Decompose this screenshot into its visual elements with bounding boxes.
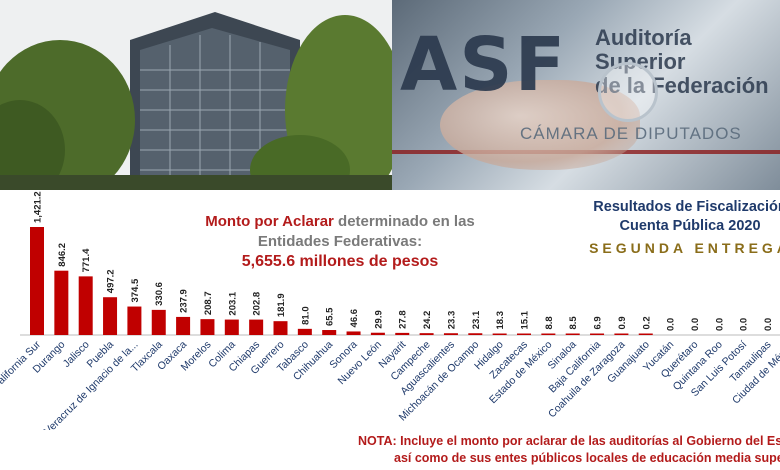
value-label: 374.5	[130, 278, 141, 302]
value-label: 1,421.2	[33, 191, 44, 223]
camara-text: CÁMARA DE DIPUTADOS	[520, 124, 742, 143]
bar	[541, 333, 556, 335]
header-banner: ASF Auditoría Superior de la Federación …	[0, 0, 780, 190]
bar-chart: 1,421.2Baja California Sur846.2Durango77…	[0, 191, 780, 430]
value-label: 203.1	[227, 291, 238, 315]
bar	[176, 316, 191, 335]
report-line-1: Resultados de Fiscalización	[593, 199, 780, 215]
value-label: 23.1	[471, 310, 482, 329]
bar	[249, 319, 264, 335]
report-line-2: Cuenta Pública 2020	[619, 218, 761, 234]
value-label: 0.0	[666, 318, 677, 331]
bar	[468, 333, 483, 335]
value-label: 846.2	[57, 243, 68, 267]
value-label: 27.8	[398, 310, 409, 329]
value-label: 29.9	[373, 310, 384, 329]
bar	[127, 306, 142, 335]
bar	[103, 297, 118, 335]
value-label: 497.2	[106, 269, 117, 293]
bar	[54, 270, 69, 335]
value-label: 18.3	[495, 311, 506, 330]
value-label: 330.6	[154, 282, 165, 306]
bar	[200, 319, 215, 335]
value-label: 46.6	[349, 309, 360, 328]
headline-part-1: Monto por Aclarar	[205, 213, 334, 230]
value-label: 202.8	[252, 292, 263, 316]
headline-total: 5,655.6 millones de pesos	[241, 253, 439, 270]
bar	[297, 328, 312, 335]
headline: Monto por Aclarar determinado en las Ent…	[150, 212, 530, 272]
footnote: NOTA: Incluye el monto por aclarar de la…	[358, 433, 780, 467]
value-label: 0.0	[739, 318, 750, 331]
report-title: Resultados de Fiscalización Cuenta Públi…	[560, 198, 780, 236]
bar	[638, 333, 653, 335]
headline-part-2: determinado en las	[333, 213, 475, 230]
value-label: 8.8	[544, 316, 555, 329]
building-illustration	[0, 0, 392, 190]
bar	[565, 333, 580, 335]
report-delivery: SEGUNDA ENTREGA	[589, 240, 780, 256]
value-label: 15.1	[520, 310, 531, 329]
value-label: 23.3	[446, 311, 457, 330]
bar	[346, 331, 361, 335]
value-label: 8.5	[568, 316, 579, 330]
value-label: 237.9	[179, 289, 190, 313]
bar	[224, 319, 239, 335]
org-line-1: Auditoría	[595, 25, 692, 50]
asf-logo: ASF	[400, 22, 568, 108]
footnote-line-1: NOTA: Incluye el monto por aclarar de la…	[358, 434, 780, 448]
bar	[614, 333, 629, 335]
bar	[395, 332, 410, 335]
bar	[322, 330, 337, 335]
value-label: 65.5	[325, 307, 336, 326]
bar	[590, 333, 605, 335]
value-label: 81.0	[300, 306, 311, 325]
bar	[370, 332, 385, 335]
bar	[273, 321, 288, 335]
bar	[419, 333, 434, 335]
building-photo	[0, 0, 392, 190]
bar	[151, 309, 166, 335]
bar	[30, 227, 44, 335]
footnote-line-2: así como de sus entes públicos locales d…	[394, 451, 780, 465]
value-label: 208.7	[203, 291, 214, 315]
bar	[492, 333, 507, 335]
value-label: 0.2	[641, 316, 652, 329]
value-label: 0.0	[714, 318, 725, 331]
value-label: 771.4	[81, 248, 92, 272]
value-label: 24.2	[422, 311, 433, 330]
bar	[443, 333, 458, 335]
value-label: 6.9	[593, 316, 604, 329]
headline-part-3: Entidades Federativas:	[257, 233, 423, 250]
value-label: 0.0	[690, 318, 701, 331]
bar	[517, 333, 531, 335]
value-label: 181.9	[276, 293, 287, 317]
bar	[78, 276, 93, 335]
user-icon	[598, 62, 658, 122]
value-label: 0.0	[763, 318, 774, 331]
value-label: 0.9	[617, 316, 628, 329]
